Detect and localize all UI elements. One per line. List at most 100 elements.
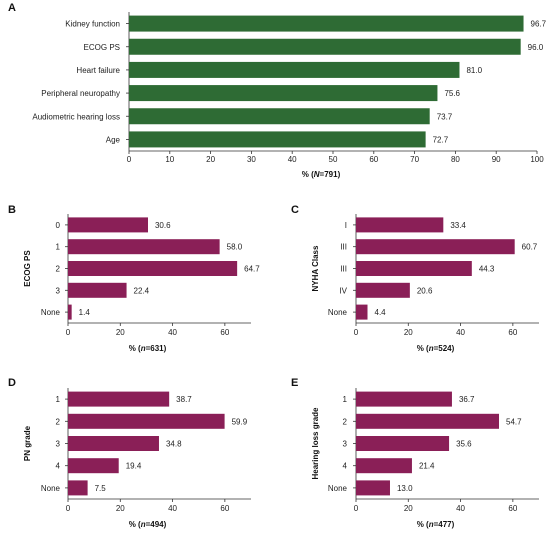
category-label: 3	[56, 286, 61, 295]
category-label: 4	[56, 462, 61, 471]
x-tick-label: 10	[165, 155, 174, 164]
x-tick-label: 40	[456, 328, 465, 337]
category-label: 4	[343, 462, 348, 471]
category-label: None	[41, 308, 61, 317]
panel-letter: A	[8, 2, 16, 14]
bar	[356, 261, 472, 276]
x-tick-label: 60	[220, 328, 229, 337]
bar	[68, 436, 159, 451]
bar	[68, 282, 127, 298]
value-label: 36.7	[459, 395, 475, 404]
x-tick-label: 20	[404, 328, 413, 337]
x-tick-label: 20	[116, 328, 125, 337]
panel-letter: E	[291, 377, 298, 389]
bar	[356, 480, 390, 496]
value-label: 21.4	[419, 462, 435, 471]
value-label: 73.7	[437, 112, 453, 121]
value-label: 64.7	[244, 265, 260, 274]
x-tick-label: 0	[127, 155, 132, 164]
x-tick-label: 60	[508, 504, 517, 513]
x-tick-label: 0	[354, 504, 359, 513]
category-label: 1	[56, 395, 61, 404]
value-label: 4.4	[375, 308, 387, 317]
value-label: 7.5	[95, 484, 107, 493]
value-label: 72.7	[433, 135, 449, 144]
x-tick-label: 40	[168, 504, 177, 513]
x-tick-label: 0	[66, 328, 71, 337]
panel-letter: B	[8, 204, 16, 216]
x-tick-label: 60	[369, 155, 378, 164]
value-label: 33.4	[450, 221, 466, 230]
x-axis-label: % (N=791)	[302, 170, 341, 179]
bar	[68, 480, 88, 496]
category-label: III	[340, 243, 347, 252]
value-label: 35.6	[456, 440, 472, 449]
value-label: 19.4	[126, 462, 142, 471]
category-label: 1	[56, 243, 61, 252]
x-tick-label: 80	[451, 155, 460, 164]
category-label: 0	[56, 221, 61, 230]
bar	[356, 217, 444, 233]
y-axis-label: ECOG PS	[23, 250, 32, 287]
x-axis-label: % (n=524)	[417, 344, 455, 353]
value-label: 20.6	[417, 286, 433, 295]
value-label: 75.6	[444, 89, 460, 98]
value-label: 22.4	[134, 286, 150, 295]
x-tick-label: 40	[168, 328, 177, 337]
category-label: I	[345, 221, 347, 230]
x-tick-label: 100	[530, 155, 544, 164]
y-axis-label: PN grade	[23, 425, 32, 461]
x-tick-label: 70	[410, 155, 419, 164]
bar	[68, 239, 220, 255]
value-label: 81.0	[466, 66, 482, 75]
x-tick-label: 20	[116, 504, 125, 513]
category-label: None	[328, 308, 348, 317]
bar	[68, 391, 170, 407]
x-tick-label: 20	[206, 155, 215, 164]
category-label: 3	[343, 440, 348, 449]
x-tick-label: 50	[329, 155, 338, 164]
value-label: 58.0	[227, 243, 243, 252]
category-label: Heart failure	[76, 66, 120, 75]
panel-letter: C	[291, 204, 299, 216]
x-tick-label: 0	[354, 328, 359, 337]
bar	[356, 304, 368, 320]
bar	[356, 436, 450, 451]
x-tick-label: 60	[220, 504, 229, 513]
panel-e: E 1 36.7 2 54.7 3 35.6 4 21.4 None 13.0 0 20 40 60 % (n…	[291, 377, 539, 529]
bar	[68, 261, 238, 276]
value-label: 1.4	[79, 308, 91, 317]
bar	[356, 239, 515, 255]
value-label: 96.7	[531, 20, 547, 29]
bar	[68, 217, 148, 233]
x-axis-label: % (n=631)	[129, 344, 167, 353]
category-label: IV	[339, 286, 347, 295]
x-tick-label: 30	[247, 155, 256, 164]
category-label: None	[328, 484, 348, 493]
value-label: 30.6	[155, 221, 171, 230]
category-label: Age	[106, 135, 121, 144]
category-label: 2	[343, 417, 348, 426]
value-label: 38.7	[176, 395, 192, 404]
bar	[129, 85, 438, 102]
bar	[68, 413, 225, 429]
panel-a: A Kidney function 96.7 ECOG PS 96.0 Heart fai…	[8, 2, 547, 179]
bar	[129, 61, 460, 78]
category-label: ECOG PS	[84, 43, 120, 52]
y-axis-label: Hearing loss grade	[311, 407, 320, 480]
category-label: III	[340, 265, 347, 274]
x-tick-label: 0	[66, 504, 71, 513]
value-label: 59.9	[232, 417, 248, 426]
category-label: Peripheral neuropathy	[41, 89, 120, 98]
bar	[356, 458, 412, 474]
category-label: None	[41, 484, 61, 493]
bar	[129, 108, 430, 125]
bar	[356, 282, 410, 298]
category-label: 1	[343, 395, 348, 404]
bar	[68, 304, 72, 320]
bar	[129, 38, 521, 55]
y-axis-label: NYHA Class	[311, 245, 320, 291]
category-label: Kidney function	[65, 20, 120, 29]
value-label: 13.0	[397, 484, 413, 493]
